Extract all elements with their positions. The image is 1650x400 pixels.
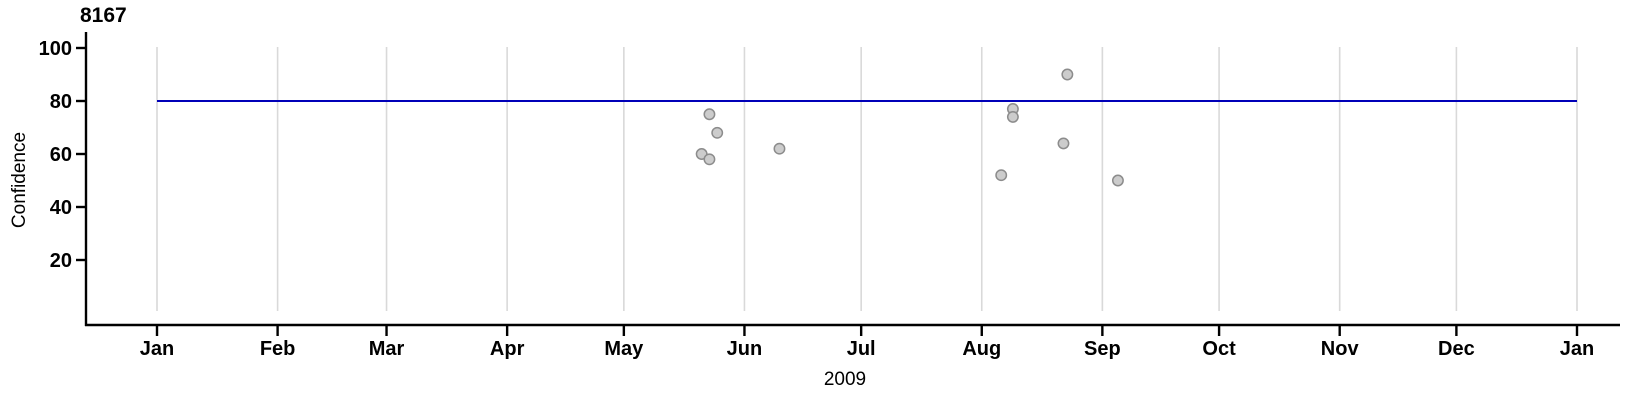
y-tick-label: 80: [50, 91, 72, 113]
data-point: [1111, 174, 1124, 187]
x-axis-label: 2009: [823, 369, 867, 390]
data-point: [711, 126, 724, 139]
x-tick-label: Jun: [727, 338, 763, 360]
x-tick-label: Jan: [1560, 338, 1594, 360]
data-point: [703, 153, 716, 166]
y-tick-label: 40: [50, 197, 72, 219]
x-tick-label: Jan: [140, 338, 174, 360]
x-tick-label: Feb: [260, 338, 296, 360]
data-point: [1061, 68, 1074, 81]
y-tick-label: 100: [39, 38, 72, 60]
x-tick-label: Mar: [369, 338, 405, 360]
x-tick-label: Jul: [847, 338, 876, 360]
x-tick-label: Dec: [1438, 338, 1475, 360]
x-tick-label: Sep: [1084, 338, 1121, 360]
data-point: [995, 169, 1008, 182]
x-tick-label: Nov: [1321, 338, 1360, 360]
data-point: [703, 108, 716, 121]
x-tick-label: Oct: [1202, 338, 1236, 360]
data-point: [1057, 137, 1070, 150]
chart-title: 8167: [80, 4, 127, 27]
data-point: [773, 142, 786, 155]
x-tick-label: May: [604, 338, 644, 360]
data-point: [1006, 110, 1019, 123]
x-tick-label: Aug: [962, 338, 1001, 360]
x-tick-label: Apr: [490, 338, 525, 360]
y-tick-label: 60: [50, 144, 72, 166]
y-tick-label: 20: [50, 250, 72, 272]
